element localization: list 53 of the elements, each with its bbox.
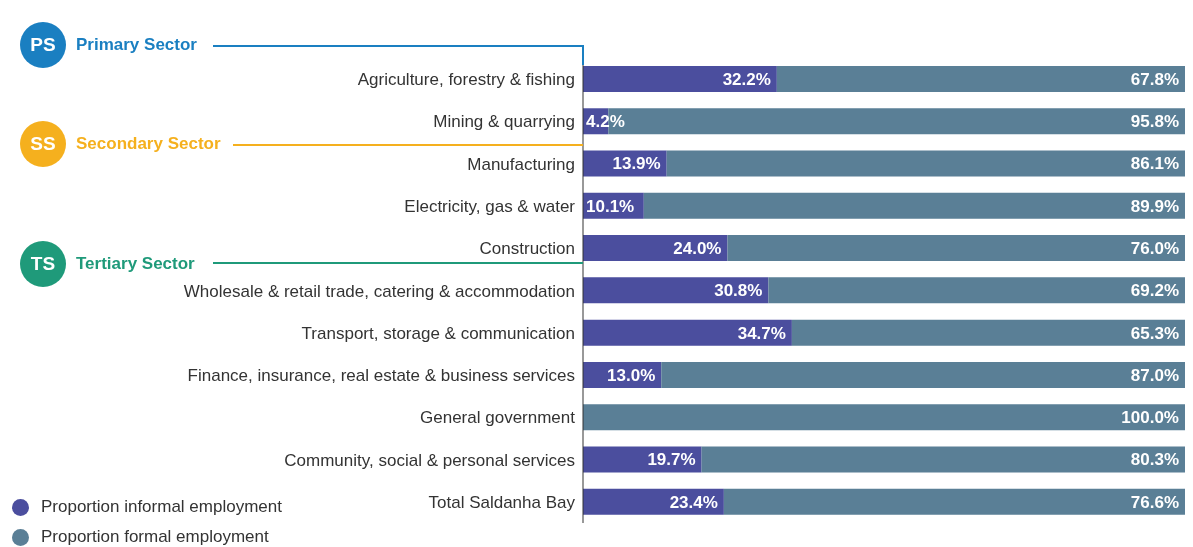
data-label: 80.3% bbox=[1130, 450, 1179, 470]
bar bbox=[583, 319, 792, 346]
y-tick-label: Transport, storage & communication bbox=[301, 323, 575, 343]
y-tick-label: Mining & quarrying bbox=[433, 112, 575, 132]
data-label: 76.6% bbox=[1130, 492, 1179, 512]
data-label: 19.7% bbox=[647, 450, 696, 470]
legend-label: Proportion formal employment bbox=[40, 526, 270, 547]
bar bbox=[776, 66, 1185, 92]
bar bbox=[583, 66, 777, 92]
bar bbox=[701, 446, 1185, 473]
sector-badge: SS bbox=[20, 121, 66, 167]
bar bbox=[643, 192, 1185, 219]
bar bbox=[583, 277, 769, 304]
y-tick-label: Manufacturing bbox=[467, 154, 575, 174]
data-label: 34.7% bbox=[737, 323, 786, 343]
data-label: 87.0% bbox=[1130, 365, 1179, 385]
data-label: 4.2% bbox=[586, 112, 625, 132]
data-label: 76.0% bbox=[1130, 239, 1179, 259]
data-label: 89.9% bbox=[1130, 196, 1179, 216]
data-label: 65.3% bbox=[1130, 323, 1179, 343]
sector-badge: TS bbox=[20, 241, 66, 287]
y-tick-label: Electricity, gas & water bbox=[404, 196, 576, 216]
data-label: 13.9% bbox=[612, 154, 661, 174]
y-tick-label: Wholesale & retail trade, catering & accommodation bbox=[183, 281, 575, 301]
bar bbox=[661, 361, 1185, 388]
text: Tertiary Sector bbox=[76, 254, 195, 274]
data-label: 24.0% bbox=[673, 239, 722, 259]
y-tick-label: General government bbox=[420, 408, 576, 428]
y-tick-label: Community, social & personal services bbox=[284, 450, 575, 470]
bar bbox=[583, 404, 1185, 431]
bar bbox=[723, 488, 1185, 515]
legend-label: Proportion informal employment bbox=[40, 496, 282, 518]
y-tick-label: Total Saldanha Bay bbox=[428, 492, 576, 512]
data-label: 13.0% bbox=[607, 365, 656, 385]
bar bbox=[768, 277, 1185, 304]
bar bbox=[666, 150, 1185, 177]
bar bbox=[791, 319, 1185, 346]
data-label: 30.8% bbox=[714, 281, 763, 301]
data-label: 100.0% bbox=[1121, 408, 1179, 428]
data-label: 10.1% bbox=[586, 196, 635, 216]
data-label: 32.2% bbox=[722, 69, 771, 89]
sector-badge: PS bbox=[20, 22, 66, 68]
data-label: 95.8% bbox=[1130, 112, 1179, 132]
y-tick-label: Construction bbox=[479, 239, 575, 259]
text: Secondary Sector bbox=[76, 134, 221, 154]
data-label: 86.1% bbox=[1130, 154, 1179, 174]
data-label: 67.8% bbox=[1130, 69, 1179, 89]
y-tick-label: Agriculture, forestry & fishing bbox=[357, 70, 575, 90]
data-label: 23.4% bbox=[669, 492, 718, 512]
text: Primary Sector bbox=[76, 35, 197, 55]
y-tick-label: Finance, insurance, real estate & business services bbox=[187, 366, 575, 386]
bar bbox=[727, 235, 1185, 262]
data-label: 69.2% bbox=[1130, 281, 1179, 301]
